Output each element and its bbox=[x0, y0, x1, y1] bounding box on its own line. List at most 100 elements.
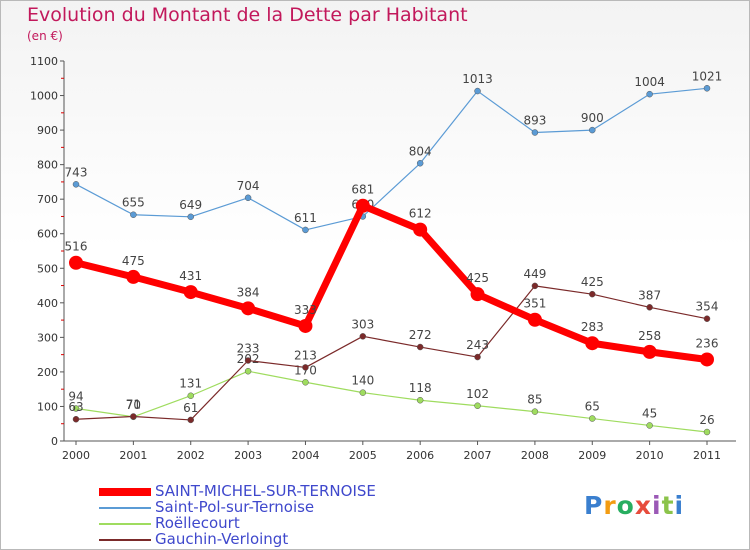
data-label: 26 bbox=[699, 413, 714, 427]
y-tick-label: 200 bbox=[37, 366, 58, 379]
data-label: 384 bbox=[237, 285, 260, 299]
legend-swatch-saint-pol bbox=[99, 507, 151, 509]
data-label: 655 bbox=[122, 196, 145, 210]
series-point bbox=[700, 352, 714, 367]
y-tick-label: 1000 bbox=[30, 90, 58, 103]
series-point bbox=[589, 126, 596, 134]
x-tick-label: 2009 bbox=[578, 449, 606, 462]
y-tick-label: 600 bbox=[37, 228, 58, 241]
series-point bbox=[416, 396, 424, 404]
series-point bbox=[126, 269, 141, 284]
legend-label-gauchin: Gauchin-Verloingt bbox=[155, 530, 289, 548]
data-label: 118 bbox=[409, 381, 432, 395]
series-point bbox=[642, 344, 657, 359]
series-line bbox=[75, 370, 708, 433]
data-label: 425 bbox=[466, 271, 489, 285]
logo-letter: o bbox=[616, 491, 635, 520]
data-label: 65 bbox=[585, 400, 600, 414]
data-label: 303 bbox=[351, 317, 374, 331]
series-point bbox=[244, 357, 252, 364]
x-tick-label: 2006 bbox=[406, 449, 434, 462]
y-tick-label: 100 bbox=[37, 400, 58, 413]
series-point bbox=[355, 198, 370, 213]
series-point bbox=[69, 255, 83, 270]
data-label: 351 bbox=[523, 297, 546, 311]
data-label: 333 bbox=[294, 303, 317, 317]
x-tick-label: 2010 bbox=[636, 449, 664, 462]
data-label: 1004 bbox=[634, 75, 665, 89]
data-label: 431 bbox=[179, 269, 202, 283]
data-label: 475 bbox=[122, 254, 145, 268]
logo-letter: r bbox=[603, 491, 617, 520]
series-point bbox=[359, 333, 367, 340]
series-point bbox=[585, 336, 600, 351]
series-point bbox=[416, 160, 424, 167]
data-label: 649 bbox=[179, 198, 202, 212]
series-point bbox=[416, 343, 424, 351]
logo-letter: i bbox=[674, 491, 685, 520]
series-point bbox=[474, 402, 481, 410]
series-point bbox=[474, 353, 481, 361]
series-point bbox=[413, 222, 428, 237]
chart-subtitle: (en €) bbox=[27, 29, 63, 43]
x-tick-label: 2004 bbox=[291, 449, 319, 462]
y-tick-label: 1100 bbox=[30, 55, 58, 68]
series-point bbox=[130, 211, 137, 218]
x-tick-label: 2002 bbox=[177, 449, 205, 462]
chart-title: Evolution du Montant de la Dette par Hab… bbox=[27, 4, 468, 26]
data-label: 704 bbox=[237, 179, 260, 193]
series-point bbox=[244, 194, 252, 202]
data-label: 63 bbox=[68, 400, 83, 414]
series-point bbox=[72, 405, 80, 412]
series-point bbox=[298, 318, 313, 333]
series-point bbox=[470, 287, 485, 302]
series-point bbox=[703, 428, 711, 436]
logo-letter: i bbox=[652, 491, 662, 520]
series-point bbox=[183, 285, 198, 300]
series-point bbox=[589, 415, 596, 422]
series-point bbox=[241, 301, 256, 316]
series-point bbox=[187, 416, 194, 424]
x-tick-label: 2001 bbox=[119, 449, 147, 462]
series-point bbox=[703, 315, 711, 322]
series-point bbox=[72, 415, 80, 423]
data-label: 387 bbox=[638, 288, 661, 302]
data-label: 258 bbox=[638, 329, 661, 343]
data-label: 140 bbox=[351, 374, 374, 388]
data-label: 233 bbox=[237, 342, 260, 356]
data-label: 243 bbox=[466, 338, 489, 352]
x-tick-label: 2005 bbox=[349, 449, 377, 462]
logo-letter: P bbox=[584, 491, 604, 520]
series-point bbox=[527, 312, 542, 327]
series-line bbox=[75, 202, 708, 363]
series-point bbox=[244, 367, 252, 375]
data-label: 743 bbox=[65, 165, 88, 179]
x-tick-label: 2011 bbox=[693, 449, 721, 462]
x-tick-label: 2007 bbox=[464, 449, 492, 462]
series-point bbox=[302, 379, 309, 386]
data-label: 449 bbox=[523, 267, 546, 281]
series-point bbox=[130, 413, 137, 420]
data-label: 354 bbox=[696, 300, 719, 314]
x-tick-label: 2003 bbox=[234, 449, 262, 462]
series-point bbox=[531, 129, 539, 136]
series-point bbox=[531, 282, 539, 290]
data-label: 612 bbox=[409, 207, 432, 221]
series-point bbox=[72, 181, 80, 188]
data-label: 516 bbox=[65, 240, 88, 254]
logo-letter: x bbox=[634, 491, 652, 520]
data-label: 70 bbox=[126, 398, 141, 412]
data-label: 71 bbox=[126, 397, 141, 411]
y-tick-label: 300 bbox=[37, 331, 58, 344]
data-label: 611 bbox=[294, 211, 317, 225]
data-label: 804 bbox=[409, 144, 432, 158]
data-label: 681 bbox=[351, 183, 374, 197]
series-point bbox=[646, 90, 653, 98]
data-label: 94 bbox=[68, 390, 83, 404]
y-tick-label: 400 bbox=[37, 297, 58, 310]
logo-letter: t bbox=[661, 491, 675, 520]
series-line bbox=[75, 87, 708, 231]
series-point bbox=[187, 392, 194, 399]
